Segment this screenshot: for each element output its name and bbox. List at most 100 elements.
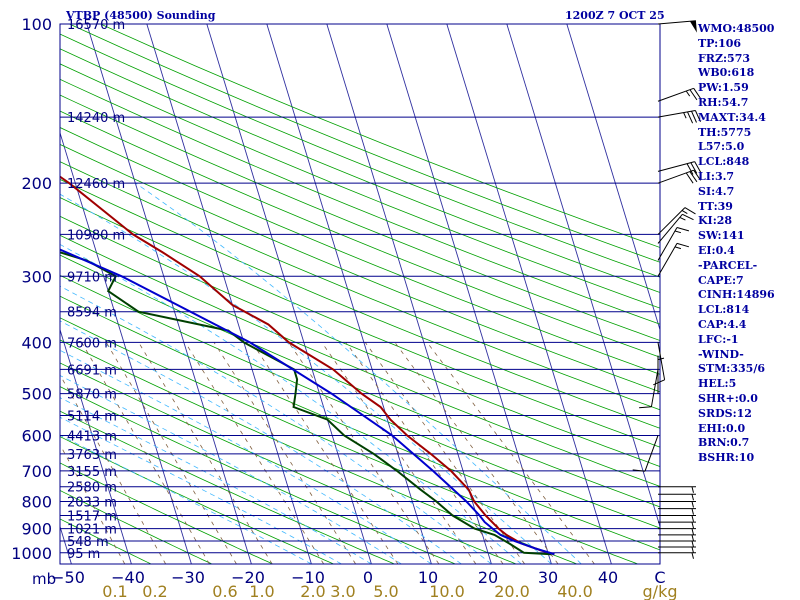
mixing-ratio-label: 2.0 <box>300 582 325 600</box>
wind-barb-staff <box>657 227 678 261</box>
wind-barb-half-feather <box>691 540 694 548</box>
wind-barb-half-feather <box>674 246 682 250</box>
dry-adiabat <box>60 339 578 564</box>
wind-barb-feather <box>690 162 698 174</box>
moist-adiabat <box>60 434 312 564</box>
index-line: EHI:0.0 <box>698 421 746 435</box>
wind-barb-half-feather <box>691 515 694 522</box>
index-line: EI:0.4 <box>698 243 735 257</box>
temperature-tick-label: 10 <box>418 568 438 587</box>
wind-barb-staff <box>657 110 696 118</box>
wind-barb <box>657 110 701 124</box>
wind-barb-half-feather <box>691 552 694 559</box>
wind-barb-feather <box>676 242 690 248</box>
wind-barb-half-feather <box>691 494 694 501</box>
wind-barb-feather <box>653 379 665 386</box>
wind-barb <box>657 87 702 102</box>
temperature-tick-label: −30 <box>171 568 205 587</box>
dry-adiabat <box>60 33 660 278</box>
pressure-tick-label: 800 <box>21 493 52 512</box>
mixing-ratio-label: 3.0 <box>330 582 355 600</box>
moist-adiabat <box>60 320 462 564</box>
pressure-tick-label: 500 <box>21 385 52 404</box>
wind-barb-staff <box>657 169 694 184</box>
wind-barb-half-feather <box>691 521 694 529</box>
wind-barb <box>657 501 697 508</box>
mixing-ratio-line <box>184 342 325 564</box>
dry-adiabat <box>60 489 213 564</box>
pressure-tick-label: 200 <box>21 174 52 193</box>
wind-barb-staff <box>657 20 696 25</box>
wind-barb-staff <box>657 87 694 102</box>
wind-barb-staff <box>657 161 695 172</box>
wind-barb-staff <box>657 342 666 380</box>
index-line: FRZ:573 <box>698 51 751 65</box>
wind-barb <box>657 521 697 529</box>
wind-barb-half-feather <box>681 209 688 215</box>
moist-adiabat <box>60 397 372 564</box>
wind-barb-feather <box>639 406 652 409</box>
height-label: 5870 m <box>67 388 117 403</box>
mixing-ratio-label: 40.0 <box>557 582 593 600</box>
index-line: L57:5.0 <box>698 140 745 154</box>
isotherm-line <box>60 525 72 564</box>
index-line: RH:54.7 <box>698 95 749 109</box>
wind-barb <box>657 540 697 548</box>
height-label: 2033 m <box>67 496 117 511</box>
moist-adiabat <box>60 193 552 564</box>
isotherm-line <box>206 24 372 564</box>
mixing-ratio-label: 0.1 <box>102 582 127 600</box>
temperature-tick-label: 0 <box>363 568 373 587</box>
moist-adiabat <box>60 375 402 564</box>
mixing-ratio-line <box>60 374 167 564</box>
dry-adiabat <box>60 197 660 448</box>
index-line: MAXT:34.4 <box>698 110 766 124</box>
parcel-profile <box>60 248 555 556</box>
height-label: 10980 m <box>67 228 125 243</box>
dry-adiabat <box>60 462 273 564</box>
temperature-tick-label: −40 <box>111 568 145 587</box>
wind-barb <box>657 242 690 277</box>
wind-barb-feather <box>693 169 702 181</box>
wind-barb <box>657 546 697 554</box>
index-line: TH:5775 <box>698 125 752 139</box>
mixing-ratio-line <box>81 342 210 564</box>
wind-barb-half-feather <box>683 112 687 119</box>
dry-adiabat <box>60 63 660 309</box>
isotherm-line <box>566 24 660 332</box>
wind-barb <box>657 161 702 175</box>
wind-barb-feather <box>689 171 698 183</box>
height-label: 14240 m <box>67 111 125 126</box>
height-label: 16570 m <box>67 18 125 33</box>
index-line: WMO:48500 <box>698 22 775 35</box>
moist-adiabat <box>135 182 582 564</box>
wind-barb-staff <box>657 207 686 235</box>
pressure-unit-label: mb <box>32 570 56 588</box>
mixing-ratio-label: 0.6 <box>212 582 237 600</box>
height-label: 3155 m <box>67 465 117 480</box>
isotherm-line <box>0 24 11 564</box>
moist-adiabat <box>60 416 342 564</box>
index-line: BSHR:10 <box>698 451 755 465</box>
temperature-tick-label: −10 <box>291 568 325 587</box>
dry-adiabat <box>60 215 660 467</box>
dry-adiabat <box>60 410 395 564</box>
wind-barb-half-feather <box>691 501 694 508</box>
height-label: 1517 m <box>67 509 117 524</box>
index-line: -PARCEL- <box>698 258 758 272</box>
mixing-ratio-line <box>251 342 399 564</box>
dry-adiabat <box>69 24 660 263</box>
wind-barb-feather <box>684 207 696 215</box>
dry-adiabat <box>60 254 660 508</box>
wind-barb <box>632 435 659 472</box>
mixing-ratio-label: 5.0 <box>373 582 398 600</box>
index-line: HEL:5 <box>698 377 737 391</box>
wind-barb <box>657 508 697 515</box>
index-line: TT:39 <box>698 199 733 213</box>
wind-barb <box>657 552 697 559</box>
wind-barb-feather <box>689 89 698 101</box>
wind-barb-feather <box>693 88 702 99</box>
wind-barb-half-feather <box>674 230 682 234</box>
height-label: 12460 m <box>67 177 125 192</box>
height-label: 95 m <box>67 547 100 562</box>
